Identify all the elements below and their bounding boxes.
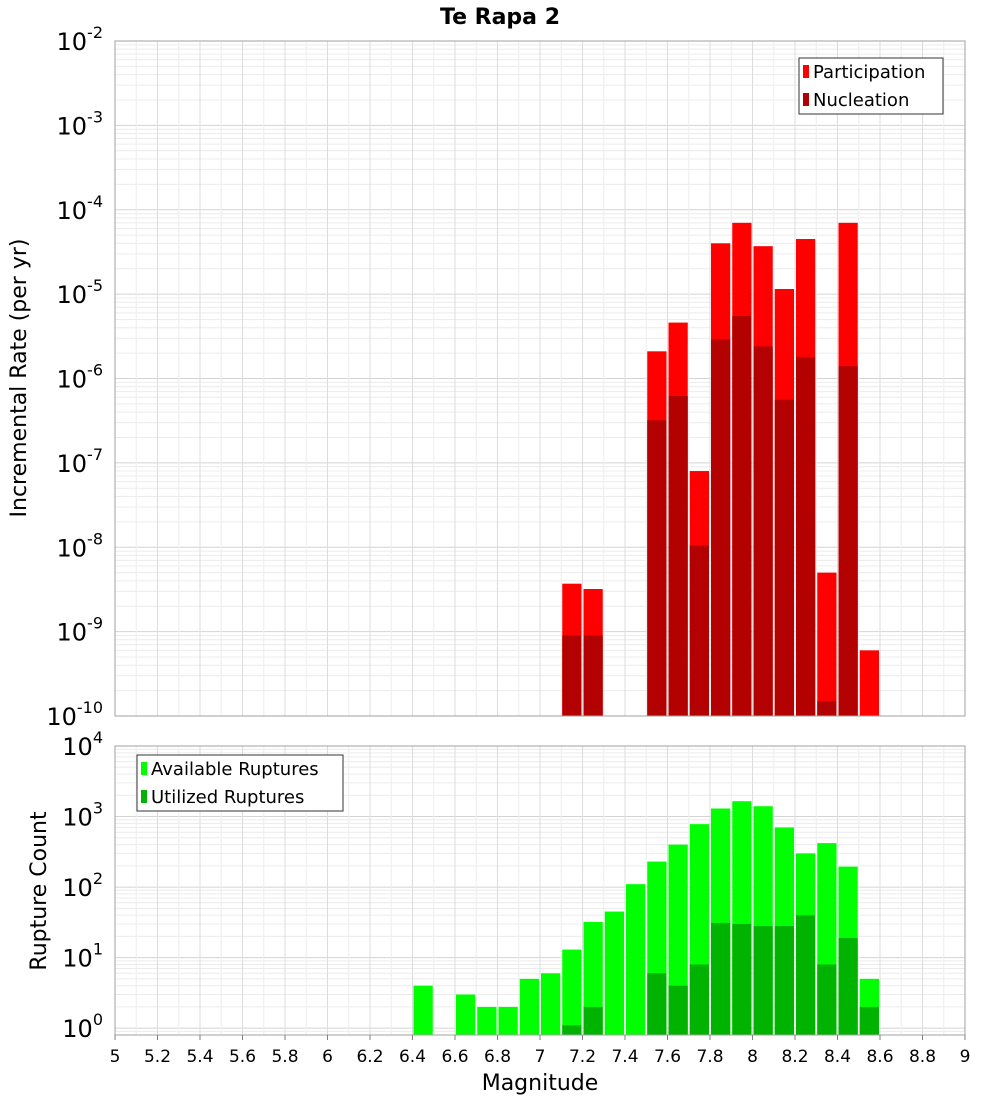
- legend-label: Utilized Ruptures: [151, 787, 304, 808]
- count-bar-primary: [626, 884, 646, 1035]
- y-tick-label: 10-3: [57, 107, 104, 140]
- legend-swatch: [803, 65, 809, 78]
- x-tick-label: 8.8: [909, 1047, 936, 1067]
- rate-bar-secondary: [753, 346, 773, 716]
- count-bar-primary: [477, 1006, 497, 1035]
- y-tick-label: 103: [62, 799, 103, 832]
- legend-swatch: [141, 790, 147, 803]
- rate-bar-secondary: [583, 635, 603, 716]
- legend: Available Ruptures Utilized Ruptures: [136, 754, 344, 812]
- legend-label: Nucleation: [813, 90, 909, 111]
- x-tick-label: 5.8: [271, 1047, 298, 1067]
- count-bar-secondary: [562, 1025, 582, 1035]
- x-tick-label: 7.2: [569, 1047, 596, 1067]
- count-bar-primary: [519, 978, 539, 1035]
- rate-bar-primary: [859, 650, 879, 716]
- rate-bar-primary: [817, 572, 837, 716]
- count-bar-secondary: [689, 964, 709, 1035]
- y-tick-label: 10-2: [57, 23, 104, 56]
- top-y-axis-label: Incremental Rate (per yr): [7, 239, 32, 518]
- count-bar-secondary: [583, 1006, 603, 1035]
- x-tick-label: 6.4: [399, 1047, 426, 1067]
- y-tick-label: 100: [62, 1010, 103, 1043]
- count-bar-secondary: [647, 973, 667, 1035]
- x-tick-label: 6.8: [484, 1047, 511, 1067]
- y-tick-label: 10-6: [57, 361, 104, 394]
- count-bar-primary: [604, 911, 624, 1035]
- x-axis-label: Magnitude: [482, 1071, 599, 1096]
- bottom-y-axis-label: Rupture Count: [27, 811, 52, 971]
- count-bar-secondary: [796, 915, 816, 1035]
- count-bar-primary: [456, 994, 476, 1035]
- y-tick-label: 10-7: [57, 445, 104, 478]
- x-tick-label: 6.2: [356, 1047, 383, 1067]
- count-bar-secondary: [817, 964, 837, 1035]
- rate-bar-secondary: [668, 396, 688, 716]
- count-bar-secondary: [859, 1006, 879, 1035]
- x-tick-label: 9: [960, 1047, 971, 1067]
- rate-bar-secondary: [711, 339, 731, 716]
- y-tick-label: 10-10: [46, 698, 103, 731]
- y-tick-label: 10-5: [57, 276, 104, 309]
- rate-bar-secondary: [774, 399, 794, 716]
- count-bar-secondary: [711, 922, 731, 1035]
- rate-panel: 10-10 10-9 10-8 10-7 10-6 10-5 10-4 10-3 10-2 Par…: [46, 23, 966, 731]
- rate-bar-secondary: [817, 701, 837, 716]
- legend-label: Available Ruptures: [151, 759, 319, 780]
- rate-bar-secondary: [562, 635, 582, 716]
- x-tick-label: 8.4: [824, 1047, 851, 1067]
- legend-box: [798, 57, 944, 115]
- rate-bar-secondary: [689, 545, 709, 716]
- count-bar-primary: [541, 973, 561, 1035]
- x-tick-label: 5.2: [144, 1047, 171, 1067]
- count-bar-secondary: [668, 985, 688, 1035]
- count-bar-primary: [562, 949, 582, 1035]
- y-tick-label: 101: [62, 940, 103, 973]
- legend-swatch: [141, 762, 147, 775]
- x-tick-label: 7.6: [654, 1047, 681, 1067]
- x-tick-label: 5.4: [186, 1047, 213, 1067]
- y-tick-label: 10-8: [57, 529, 104, 562]
- x-tick-label: 7.8: [696, 1047, 723, 1067]
- y-tick-label: 10-9: [57, 614, 104, 647]
- x-tick-label: 5: [110, 1047, 121, 1067]
- x-tick-label: 7.4: [611, 1047, 638, 1067]
- rate-bar-secondary: [732, 316, 752, 716]
- rupture-count-panel: 100 101 102 103 104 5 5.2 5.4 5.6 5.8 6 6.2 6.4 6.6 6.…: [62, 728, 970, 1067]
- x-tick-label: 7: [535, 1047, 546, 1067]
- count-bar-secondary: [838, 937, 858, 1035]
- y-tick-label: 104: [62, 728, 103, 761]
- rate-bar-secondary: [796, 356, 816, 716]
- y-tick-label: 10-4: [57, 192, 104, 225]
- count-bar-secondary: [753, 926, 773, 1035]
- legend-box: [136, 754, 344, 812]
- rate-bar-secondary: [838, 366, 858, 716]
- x-tick-label: 5.6: [229, 1047, 256, 1067]
- count-bar-primary: [413, 985, 433, 1035]
- count-bar-primary: [583, 921, 603, 1035]
- x-tick-label: 8.6: [866, 1047, 893, 1067]
- rate-bar-secondary: [647, 420, 667, 716]
- y-tick-label: 102: [62, 869, 103, 902]
- x-tick-label: 8.2: [781, 1047, 808, 1067]
- count-bar-secondary: [774, 926, 794, 1035]
- chart-title: Te Rapa 2: [440, 5, 560, 30]
- legend-label: Participation: [813, 62, 925, 83]
- x-tick-label: 8: [747, 1047, 758, 1067]
- x-tick-label: 6: [322, 1047, 333, 1067]
- plot-frame: [114, 40, 966, 717]
- legend-swatch: [803, 93, 809, 106]
- legend: Participation Nucleation: [798, 57, 944, 115]
- count-bar-secondary: [732, 923, 752, 1035]
- count-bar-primary: [498, 1006, 518, 1035]
- x-tick-label: 6.6: [441, 1047, 468, 1067]
